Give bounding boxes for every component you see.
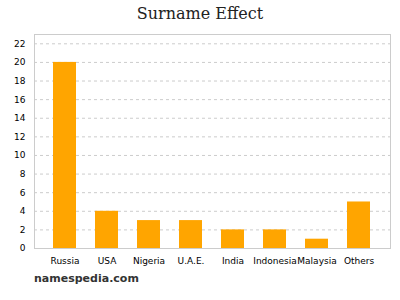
- html-text:Surname Effect: Surname Effect: [136, 4, 264, 23]
- svg-text:USA: USA: [98, 256, 117, 266]
- svg-text:Others: Others: [344, 256, 375, 266]
- svg-text:2: 2: [20, 225, 26, 235]
- svg-text:India: India: [222, 256, 244, 266]
- svg-text:U.A.E.: U.A.E.: [178, 256, 205, 266]
- svg-text:22: 22: [14, 39, 25, 49]
- svg-text:8: 8: [20, 169, 26, 179]
- svg-text:18: 18: [14, 76, 26, 86]
- svg-text:Nigeria: Nigeria: [133, 256, 165, 266]
- svg-text:Russia: Russia: [51, 256, 80, 266]
- svg-text:14: 14: [14, 113, 26, 123]
- svg-text:10: 10: [14, 150, 26, 160]
- svg-text:Indonesia: Indonesia: [253, 256, 297, 266]
- svg-text:12: 12: [14, 132, 25, 142]
- svg-text:0: 0: [20, 243, 26, 253]
- svg-text:4: 4: [20, 206, 26, 216]
- svg-text:20: 20: [14, 57, 26, 67]
- svg-text:Malaysia: Malaysia: [297, 256, 336, 266]
- svg-text:6: 6: [20, 188, 26, 198]
- html-text:namespedia.com: namespedia.com: [34, 272, 139, 285]
- svg-text:16: 16: [14, 95, 26, 105]
